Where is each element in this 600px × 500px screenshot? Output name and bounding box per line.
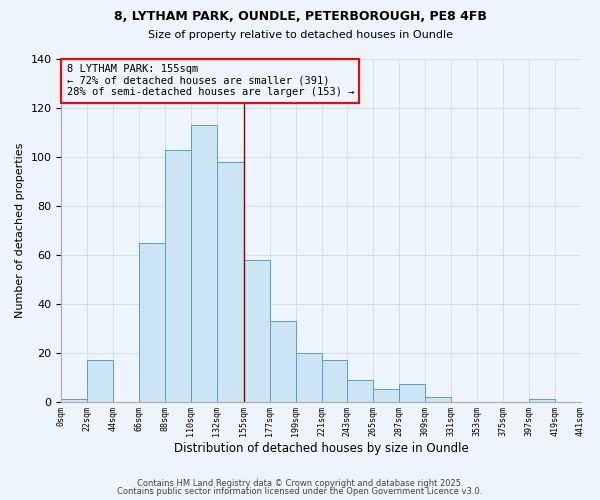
Bar	[244, 260, 270, 402]
Bar	[270, 321, 296, 402]
Bar	[165, 150, 191, 402]
Bar	[191, 125, 217, 402]
Text: 8 LYTHAM PARK: 155sqm
← 72% of detached houses are smaller (391)
28% of semi-det: 8 LYTHAM PARK: 155sqm ← 72% of detached …	[67, 64, 354, 98]
Bar	[61, 399, 87, 402]
Bar	[399, 384, 425, 402]
Bar	[87, 360, 113, 402]
Bar	[425, 396, 451, 402]
Bar	[217, 162, 244, 402]
Text: Size of property relative to detached houses in Oundle: Size of property relative to detached ho…	[148, 30, 452, 40]
Bar	[139, 242, 165, 402]
Text: Contains public sector information licensed under the Open Government Licence v3: Contains public sector information licen…	[118, 487, 482, 496]
Bar	[373, 390, 399, 402]
Text: 8, LYTHAM PARK, OUNDLE, PETERBOROUGH, PE8 4FB: 8, LYTHAM PARK, OUNDLE, PETERBOROUGH, PE…	[113, 10, 487, 23]
Bar	[322, 360, 347, 402]
Bar	[296, 352, 322, 402]
Text: Contains HM Land Registry data © Crown copyright and database right 2025.: Contains HM Land Registry data © Crown c…	[137, 478, 463, 488]
Bar	[529, 399, 554, 402]
Bar	[347, 380, 373, 402]
X-axis label: Distribution of detached houses by size in Oundle: Distribution of detached houses by size …	[173, 442, 469, 455]
Y-axis label: Number of detached properties: Number of detached properties	[15, 142, 25, 318]
